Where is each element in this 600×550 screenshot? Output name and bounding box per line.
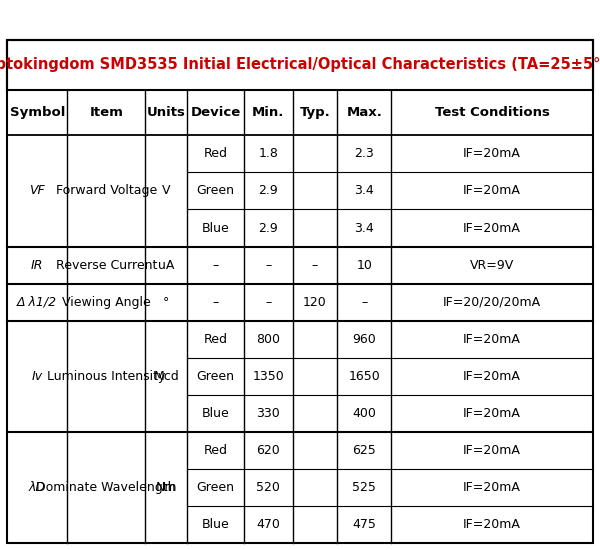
Text: 520: 520 (256, 481, 280, 494)
Text: 960: 960 (352, 333, 376, 346)
Text: Green: Green (196, 481, 235, 494)
Text: Units: Units (147, 106, 185, 119)
Text: Forward Voltage: Forward Voltage (56, 184, 157, 197)
Text: 470: 470 (256, 518, 280, 531)
Text: 800: 800 (256, 333, 280, 346)
Text: uA: uA (158, 258, 175, 272)
Text: 3.4: 3.4 (355, 184, 374, 197)
Text: 1650: 1650 (349, 370, 380, 383)
Text: 525: 525 (352, 481, 376, 494)
Text: –: – (361, 296, 367, 309)
Text: IF=20mA: IF=20mA (463, 444, 521, 457)
Text: –: – (265, 258, 271, 272)
Text: 1.8: 1.8 (258, 147, 278, 161)
Text: Red: Red (203, 147, 227, 161)
Text: IF=20mA: IF=20mA (463, 370, 521, 383)
Text: Blue: Blue (202, 407, 229, 420)
Text: Green: Green (196, 370, 235, 383)
Text: –: – (265, 296, 271, 309)
Text: Reverse Current: Reverse Current (56, 258, 157, 272)
Text: Red: Red (203, 333, 227, 346)
Text: IF=20mA: IF=20mA (463, 147, 521, 161)
Text: Blue: Blue (202, 518, 229, 531)
Text: Typ.: Typ. (299, 106, 331, 119)
Text: VF: VF (29, 184, 45, 197)
Text: 330: 330 (256, 407, 280, 420)
Text: Luminous Intensity: Luminous Intensity (47, 370, 166, 383)
Text: V: V (162, 184, 170, 197)
Text: IR: IR (31, 258, 43, 272)
Text: Max.: Max. (346, 106, 382, 119)
Text: 2.9: 2.9 (259, 222, 278, 234)
Text: 3.4: 3.4 (355, 222, 374, 234)
Text: 620: 620 (256, 444, 280, 457)
Text: VR=9V: VR=9V (470, 258, 514, 272)
Text: °: ° (163, 296, 169, 309)
Text: 400: 400 (352, 407, 376, 420)
Text: 120: 120 (303, 296, 327, 309)
Text: –: – (212, 296, 218, 309)
Text: –: – (312, 258, 318, 272)
Text: –: – (212, 258, 218, 272)
Text: Min.: Min. (252, 106, 284, 119)
Text: 10: 10 (356, 258, 372, 272)
Bar (7, 40, 593, 90)
Text: Iv: Iv (32, 370, 43, 383)
Text: Symbol: Symbol (10, 106, 65, 119)
Text: Green: Green (196, 184, 235, 197)
Text: IF=20mA: IF=20mA (463, 407, 521, 420)
Text: Blue: Blue (202, 222, 229, 234)
Text: IF=20mA: IF=20mA (463, 518, 521, 531)
Text: Optokingdom SMD3535 Initial Electrical/Optical Characteristics (TA=25±5°C): Optokingdom SMD3535 Initial Electrical/O… (0, 57, 600, 73)
Text: Item: Item (89, 106, 123, 119)
Text: Mcd: Mcd (154, 370, 179, 383)
Text: 475: 475 (352, 518, 376, 531)
Text: IF=20/20/20mA: IF=20/20/20mA (443, 296, 541, 309)
Text: 2.9: 2.9 (259, 184, 278, 197)
Text: 2.3: 2.3 (355, 147, 374, 161)
Text: Nm: Nm (155, 481, 177, 494)
Text: Test Conditions: Test Conditions (434, 106, 550, 119)
Text: IF=20mA: IF=20mA (463, 184, 521, 197)
Text: Δ λ1/2: Δ λ1/2 (17, 296, 57, 309)
Text: Red: Red (203, 444, 227, 457)
Text: λD: λD (29, 481, 46, 494)
Text: IF=20mA: IF=20mA (463, 333, 521, 346)
Text: Device: Device (190, 106, 241, 119)
Text: Dominate Wavelength: Dominate Wavelength (37, 481, 176, 494)
Text: IF=20mA: IF=20mA (463, 481, 521, 494)
Text: 625: 625 (352, 444, 376, 457)
Text: Viewing Angle: Viewing Angle (62, 296, 151, 309)
Text: IF=20mA: IF=20mA (463, 222, 521, 234)
Text: 1350: 1350 (253, 370, 284, 383)
